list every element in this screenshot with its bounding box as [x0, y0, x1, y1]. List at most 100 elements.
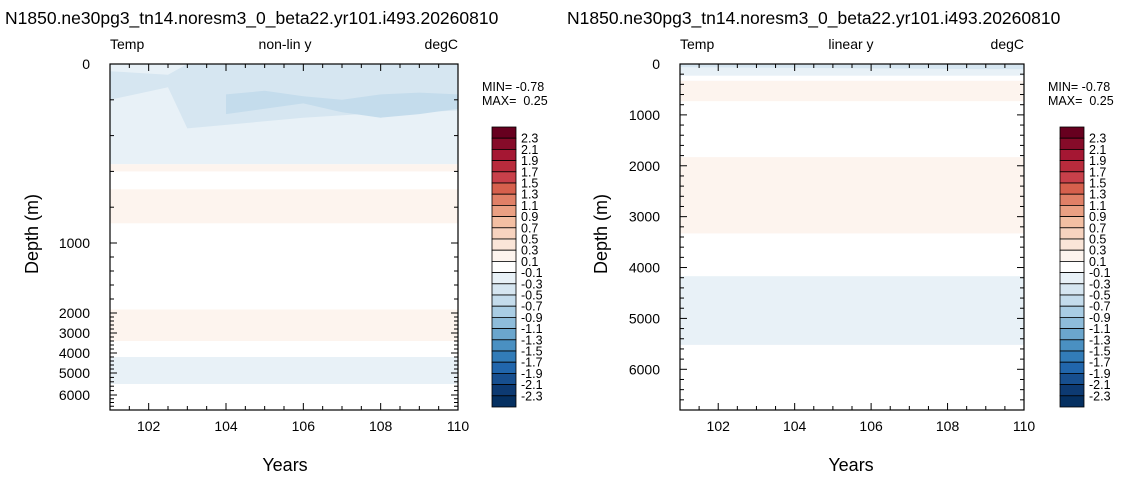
y-tick-label: 5000	[629, 310, 660, 326]
contour-band	[680, 80, 1024, 102]
y-tick-label: 3000	[59, 325, 90, 341]
x-tick-label: 102	[137, 418, 161, 434]
colorbar-swatch	[1059, 160, 1085, 173]
x-axis-title: Years	[262, 455, 307, 475]
colorbar-swatch	[1059, 148, 1085, 161]
y-tick-label: 2000	[629, 158, 660, 174]
y-tick-label: 2000	[59, 305, 90, 321]
x-tick-label: 108	[369, 418, 393, 434]
colorbar-label: 0.7	[1089, 221, 1106, 235]
colorbar-swatch	[491, 160, 517, 173]
colorbar-swatch	[1059, 328, 1085, 341]
contour-band	[110, 164, 458, 172]
x-tick-label: 108	[936, 418, 960, 434]
colorbar-label: 1.9	[1089, 154, 1106, 168]
contour-band	[680, 64, 1024, 76]
colorbar-swatch	[1059, 350, 1085, 363]
colorbar-label: 0.9	[521, 210, 538, 224]
colorbar-label: -1.1	[521, 322, 543, 336]
y-tick-label: 4000	[629, 260, 660, 276]
panel-right-label: degC	[425, 36, 458, 52]
colorbar-swatch	[1059, 216, 1085, 229]
colorbar-swatch	[1059, 227, 1085, 240]
colorbar-label: 0.5	[1089, 233, 1106, 247]
colorbar-label: -2.3	[521, 389, 543, 403]
plot-area: 102 104 106 108 110 0 1000 2000 3000 4000 5000 6000	[59, 56, 470, 434]
contour-band	[110, 309, 458, 341]
colorbar-swatch	[491, 171, 517, 184]
colorbar-label: 1.9	[521, 154, 538, 168]
colorbar-label: 1.7	[521, 165, 538, 179]
colorbar-swatch	[491, 272, 517, 285]
y-tick-label: 6000	[59, 387, 90, 403]
chart-title: N1850.ne30pg3_tn14.noresm3_0_beta22.yr10…	[567, 8, 1061, 29]
panel-linear: N1850.ne30pg3_tn14.noresm3_0_beta22.yr10…	[567, 8, 1114, 475]
colorbar-swatch	[1059, 372, 1085, 385]
y-axis-title: Depth (m)	[591, 194, 611, 274]
y-tick-label: 5000	[59, 365, 90, 381]
colorbar-swatch	[1059, 171, 1085, 184]
contour-band	[110, 357, 458, 384]
colorbar-label: 1.5	[521, 177, 538, 191]
colorbar-swatch	[1059, 238, 1085, 251]
colorbar-label: -0.5	[1089, 289, 1111, 303]
colorbar-label: -2.1	[521, 378, 543, 392]
panel-center-label: non-lin y	[259, 36, 312, 52]
contour-band	[110, 189, 458, 224]
y-tick-label: 1000	[629, 107, 660, 123]
y-tick-label: 3000	[629, 209, 660, 225]
y-tick-label: 1000	[59, 235, 90, 251]
panel-center-label: linear y	[828, 36, 873, 52]
colorbar: 2.32.11.91.71.51.31.10.90.70.50.30.1-0.1…	[491, 126, 543, 408]
colorbar-swatch	[491, 249, 517, 262]
colorbar-label: 1.5	[1089, 177, 1106, 191]
x-tick-label: 110	[1013, 418, 1036, 434]
colorbar-swatch	[491, 216, 517, 229]
colorbar-label: -1.7	[1089, 356, 1111, 370]
max-label: MAX= 0.25	[482, 94, 548, 108]
colorbar: 2.32.11.91.71.51.31.10.90.70.50.30.1-0.1…	[1059, 126, 1111, 408]
colorbar-swatch	[491, 328, 517, 341]
min-label: MIN= -0.78	[482, 80, 544, 94]
min-label: MIN= -0.78	[1048, 80, 1110, 94]
colorbar-swatch	[491, 372, 517, 385]
colorbar-label: 1.3	[521, 188, 538, 202]
colorbar-label: -0.9	[521, 311, 543, 325]
colorbar-label: -0.5	[521, 289, 543, 303]
colorbar-label: -1.7	[521, 356, 543, 370]
x-tick-label: 110	[447, 418, 470, 434]
colorbar-swatch	[491, 260, 517, 273]
colorbar-label: 1.3	[1089, 188, 1106, 202]
panel-nonlinear: N1850.ne30pg3_tn14.noresm3_0_beta22.yr10…	[5, 8, 548, 475]
colorbar-swatch	[491, 126, 517, 139]
colorbar-label: 0.1	[1089, 255, 1106, 269]
colorbar-label: 1.1	[1089, 199, 1106, 213]
colorbar-label: -0.7	[1089, 300, 1111, 314]
y-tick-label: 0	[652, 56, 660, 72]
colorbar-label: 0.9	[1089, 210, 1106, 224]
colorbar-label: -0.9	[1089, 311, 1111, 325]
colorbar-swatch	[491, 182, 517, 195]
colorbar-label: -2.1	[1089, 378, 1111, 392]
colorbar-swatch	[1059, 384, 1085, 397]
panel-left-label: Temp	[680, 36, 714, 52]
colorbar-swatch	[491, 227, 517, 240]
colorbar-label: 0.3	[521, 244, 538, 258]
x-axis-title: Years	[828, 455, 873, 475]
colorbar-swatch	[491, 361, 517, 374]
colorbar-swatch	[1059, 283, 1085, 296]
colorbar-swatch	[1059, 395, 1085, 408]
x-tick-label: 106	[292, 418, 316, 434]
colorbar-label: 2.1	[521, 143, 538, 157]
y-tick-label: 4000	[59, 345, 90, 361]
contour-patch	[226, 90, 458, 118]
colorbar-swatch	[491, 137, 517, 150]
colorbar-swatch	[1059, 339, 1085, 352]
colorbar-label: -0.1	[1089, 266, 1111, 280]
y-tick-label: 6000	[629, 361, 660, 377]
colorbar-label: -2.3	[1089, 389, 1111, 403]
x-tick-label: 106	[859, 418, 883, 434]
colorbar-swatch	[1059, 305, 1085, 318]
colorbar-swatch	[491, 316, 517, 329]
